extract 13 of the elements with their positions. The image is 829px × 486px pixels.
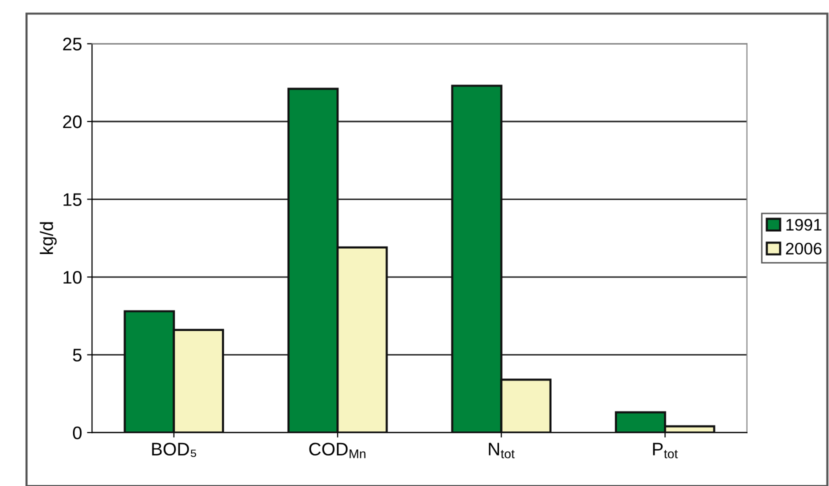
y-tick-label: 5 — [72, 348, 82, 362]
x-tick-label: N$_{tot}$ — [488, 442, 515, 458]
x-tick-label: BOD₅ — [152, 442, 196, 457]
y-tick-label: 15 — [64, 193, 82, 206]
y-tick-label: 20 — [63, 115, 82, 128]
y-tick-label: 25 — [63, 38, 82, 50]
x-tick-label: COD$_{Mn}$ — [309, 442, 366, 458]
x-tick-label: P$_{tot}$ — [653, 442, 678, 458]
legend-label: 1991 — [786, 218, 822, 231]
y-axis-title: kg/d — [40, 222, 57, 254]
y-tick-label: 10 — [64, 270, 82, 284]
y-tick-label: 0 — [72, 426, 82, 440]
legend-label: 2006 — [786, 242, 822, 255]
